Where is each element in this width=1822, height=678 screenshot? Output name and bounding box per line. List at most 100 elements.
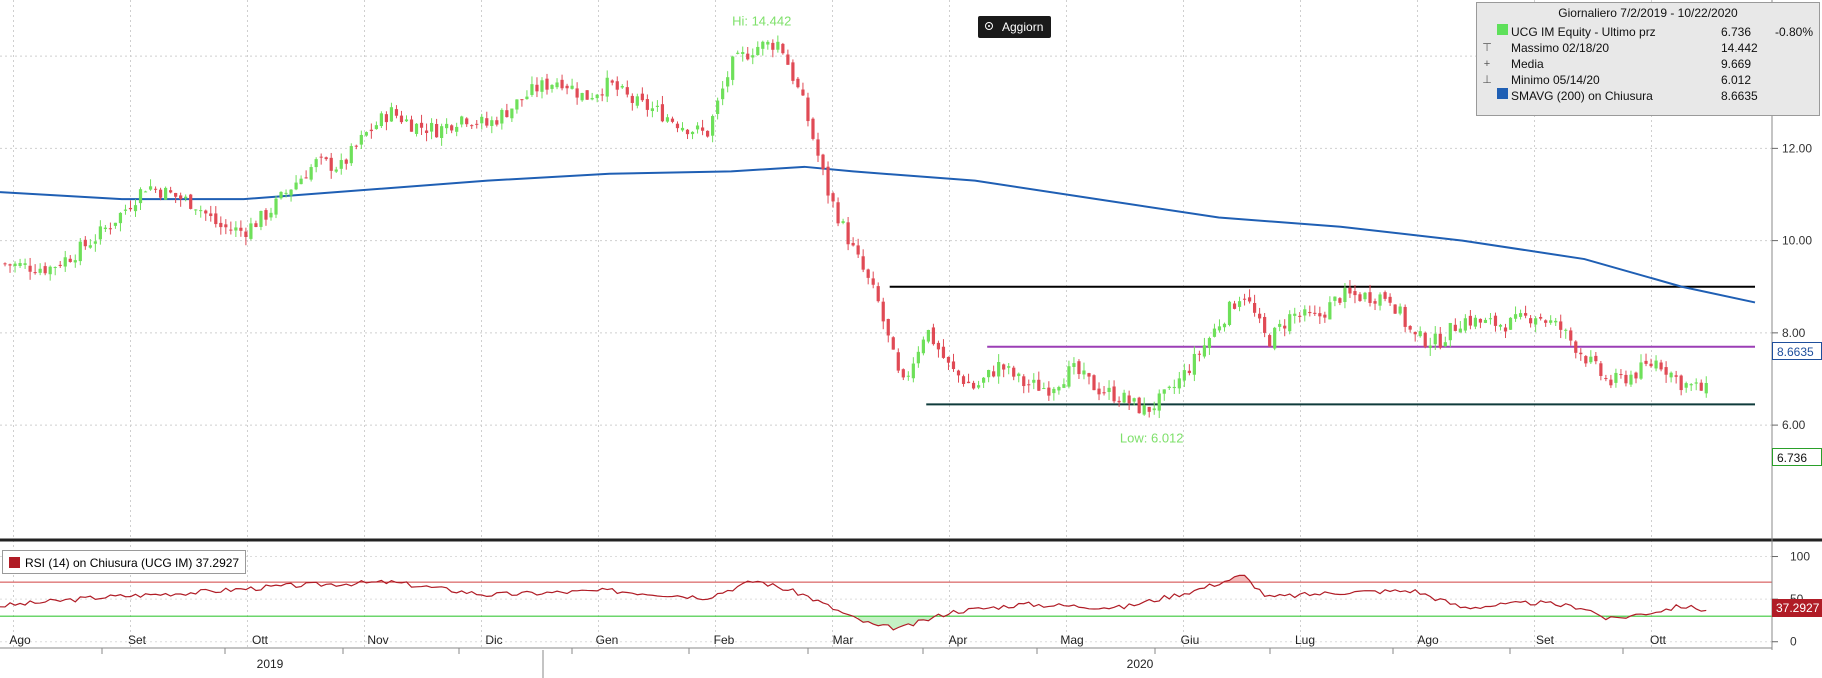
candle-body bbox=[1689, 384, 1693, 386]
candle-body bbox=[756, 46, 760, 56]
candle-body bbox=[108, 228, 113, 230]
candle-body bbox=[1443, 342, 1447, 347]
candle-body bbox=[359, 134, 363, 145]
candle-body bbox=[1624, 374, 1628, 384]
candle-body bbox=[711, 116, 715, 136]
candle-body bbox=[1654, 360, 1658, 369]
candle-body bbox=[294, 182, 298, 190]
candle-body bbox=[1192, 353, 1196, 375]
candle-body bbox=[1498, 324, 1503, 327]
update-button-label: Aggiorn bbox=[1002, 20, 1044, 34]
candle-body bbox=[73, 260, 77, 263]
candle-body bbox=[1604, 378, 1608, 380]
candle-body bbox=[1348, 287, 1352, 294]
candle-body bbox=[289, 189, 293, 196]
candle-body bbox=[605, 77, 609, 97]
month-axis: Ago Set Ott Nov Dic Gen Feb Mar Apr Mag Giu Lug Ago S… bbox=[9, 633, 1667, 654]
candle-body bbox=[982, 377, 986, 383]
candle-body bbox=[169, 190, 173, 193]
candle-body bbox=[1569, 330, 1573, 341]
candle-body bbox=[806, 97, 810, 122]
candle-body bbox=[1343, 288, 1347, 303]
candle-body bbox=[906, 375, 910, 377]
candle-body bbox=[103, 227, 107, 230]
candle-body bbox=[992, 371, 996, 377]
candle-body bbox=[329, 157, 333, 171]
candle-body bbox=[821, 154, 825, 170]
candle-body bbox=[1398, 306, 1402, 314]
candle-body bbox=[414, 123, 419, 134]
candle-body bbox=[761, 41, 765, 49]
rsi-legend: RSI (14) on Chiusura (UCG IM) 37.2927 bbox=[2, 550, 247, 574]
candle-body bbox=[1167, 386, 1171, 388]
candle-body bbox=[460, 116, 464, 125]
candle-body bbox=[966, 381, 971, 384]
candle-body bbox=[1303, 309, 1307, 316]
candle-body bbox=[1503, 327, 1508, 332]
candle-body bbox=[665, 117, 670, 122]
candle-body bbox=[314, 159, 318, 168]
candle-body bbox=[1423, 332, 1427, 347]
candle-body bbox=[700, 127, 705, 131]
candle-body bbox=[726, 77, 730, 87]
candle-body bbox=[1544, 320, 1548, 323]
update-button[interactable]: Aggiorn bbox=[978, 16, 1052, 38]
candle-body bbox=[1147, 406, 1151, 412]
candle-body bbox=[1232, 303, 1237, 309]
rsi-legend-label: RSI (14) on Chiusura (UCG IM) 37.2927 bbox=[25, 556, 240, 570]
candle-body bbox=[384, 114, 389, 123]
candle-body bbox=[369, 129, 373, 132]
candle-body bbox=[239, 227, 243, 231]
legend-value: 14.442 bbox=[1721, 41, 1758, 55]
candle-body bbox=[1092, 375, 1096, 391]
candle-body bbox=[43, 266, 47, 274]
candle-body bbox=[1579, 352, 1583, 355]
candle-body bbox=[1599, 363, 1603, 376]
candle-body bbox=[861, 256, 865, 270]
candle-body bbox=[1273, 327, 1277, 349]
candle-body bbox=[485, 118, 489, 126]
month-label: Mar bbox=[833, 633, 854, 647]
candle-body bbox=[1047, 387, 1051, 396]
candle-body bbox=[1513, 314, 1518, 319]
candle-body bbox=[580, 92, 584, 101]
month-label: Giu bbox=[1181, 633, 1200, 647]
candle-body bbox=[716, 100, 720, 114]
candle-body bbox=[946, 356, 951, 363]
month-label: Set bbox=[128, 633, 147, 647]
candle-body bbox=[1007, 366, 1011, 368]
candle-body bbox=[13, 263, 17, 267]
candle-body bbox=[620, 86, 624, 88]
candle-body bbox=[1247, 297, 1252, 302]
candle-body bbox=[53, 267, 57, 269]
price-tick-label: 8.00 bbox=[1782, 326, 1806, 340]
candle-body bbox=[791, 62, 795, 81]
candle-body bbox=[655, 105, 660, 107]
candle-body bbox=[1132, 398, 1136, 402]
legend-swatch bbox=[1497, 24, 1508, 35]
candle-body bbox=[143, 191, 148, 193]
candle-body bbox=[374, 125, 378, 130]
candle-body bbox=[1288, 314, 1292, 332]
month-label: Ott bbox=[252, 633, 269, 647]
candle-body bbox=[1283, 325, 1287, 329]
candle-body bbox=[219, 222, 223, 228]
legend-period: Giornaliero 7/2/2019 - 10/22/2020 bbox=[1558, 6, 1738, 20]
month-label: Dic bbox=[485, 633, 502, 647]
rsi-value-tag: 37.2927 bbox=[1772, 599, 1822, 617]
candle-body bbox=[976, 385, 981, 388]
candle-body bbox=[244, 231, 248, 237]
candle-body bbox=[971, 382, 976, 389]
candle-body bbox=[816, 139, 820, 156]
candle-body bbox=[1378, 294, 1382, 306]
candle-body bbox=[505, 110, 509, 118]
candle-body bbox=[901, 369, 905, 378]
candle-body bbox=[921, 339, 925, 354]
sma200-line bbox=[0, 165, 1756, 304]
year-axis: 2019 2020 bbox=[257, 650, 1154, 678]
month-label: Set bbox=[1536, 633, 1555, 647]
candle-body bbox=[319, 156, 323, 158]
candle-body bbox=[148, 186, 153, 190]
legend-marker-icon: + bbox=[1483, 58, 1491, 70]
candle-body bbox=[1017, 373, 1021, 377]
